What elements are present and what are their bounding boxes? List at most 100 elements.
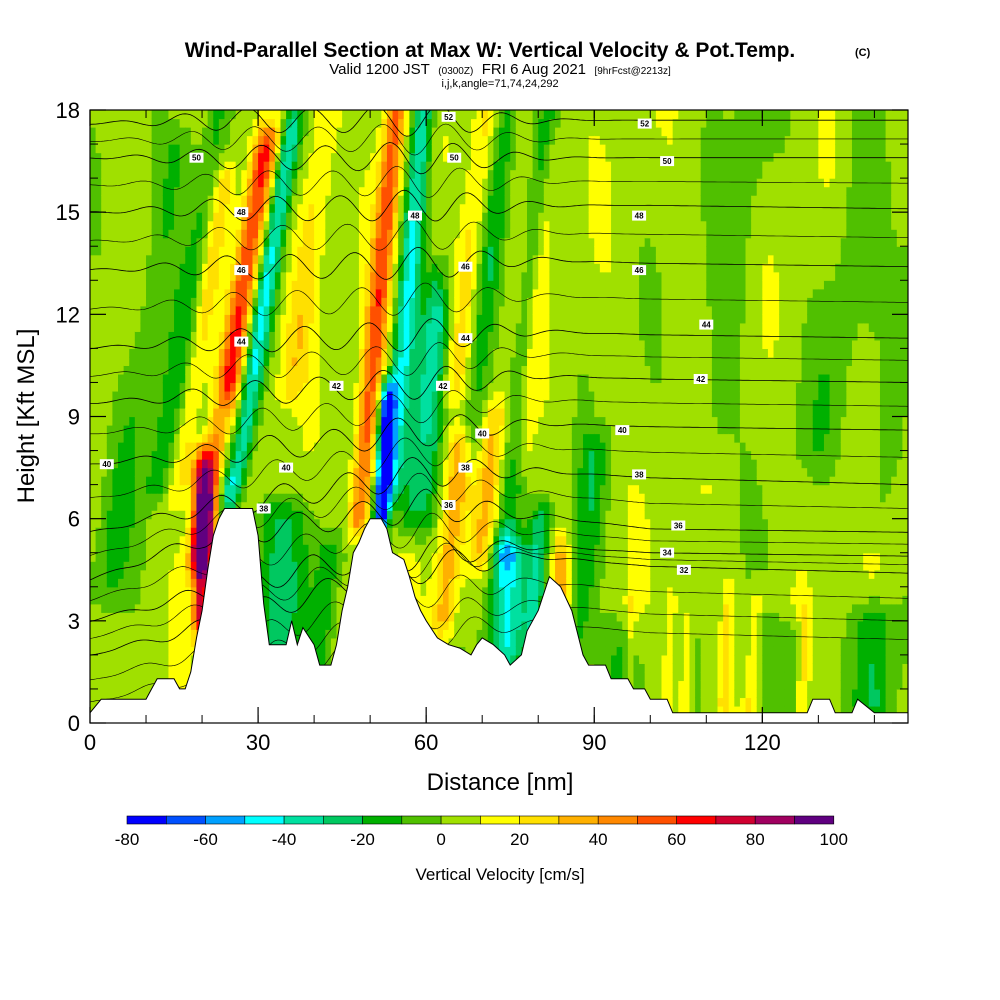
vv-cell <box>426 535 433 545</box>
vv-cell <box>224 152 231 162</box>
vv-cell <box>179 510 186 520</box>
vv-cell <box>168 382 175 392</box>
vv-cell <box>470 356 478 367</box>
vv-cell <box>157 288 164 298</box>
vv-cell <box>336 212 343 222</box>
vv-cell <box>347 195 354 205</box>
vv-cell <box>353 433 360 443</box>
vv-cell <box>101 654 108 664</box>
vv-cell <box>325 544 332 554</box>
vv-cell <box>448 484 455 494</box>
vv-cell <box>431 229 438 239</box>
vv-cell <box>185 382 192 392</box>
vv-cell <box>308 382 315 392</box>
vv-cell <box>213 407 220 418</box>
vv-cell <box>465 433 472 443</box>
vv-cell <box>403 450 410 460</box>
vv-cell <box>274 229 282 239</box>
vv-cell <box>134 510 142 520</box>
vv-cell <box>162 663 170 673</box>
vv-cell <box>140 212 147 222</box>
vv-cell <box>263 118 270 128</box>
vv-cell <box>90 339 97 349</box>
vv-cell <box>437 442 444 452</box>
vv-cell <box>414 348 422 358</box>
vv-cell <box>403 178 410 188</box>
vv-cell <box>224 493 231 503</box>
vv-cell <box>414 535 422 545</box>
vv-cell <box>106 288 114 298</box>
vv-cell <box>179 203 186 213</box>
vv-cell <box>151 407 158 418</box>
vv-cell <box>291 603 298 613</box>
vv-cell <box>342 322 349 332</box>
vv-cell <box>286 484 293 494</box>
vv-cell <box>106 399 114 409</box>
vv-cell <box>118 178 125 188</box>
vv-cell <box>403 382 410 392</box>
vv-cell <box>319 535 326 545</box>
vv-cell <box>314 152 321 162</box>
vv-cell <box>386 169 394 179</box>
vv-cell <box>314 552 321 562</box>
vv-cell <box>297 280 304 290</box>
vv-cell <box>420 135 427 145</box>
vv-cell <box>118 620 125 630</box>
vv-cell <box>174 501 181 511</box>
vv-cell <box>398 501 405 511</box>
vv-cell <box>151 135 158 145</box>
vv-cell <box>403 144 410 154</box>
vv-cell <box>330 178 338 188</box>
vv-cell <box>414 356 422 367</box>
vv-cell <box>90 561 97 571</box>
vv-cell <box>202 331 209 341</box>
vv-cell <box>442 178 450 188</box>
vv-cell <box>302 382 310 392</box>
vv-cell <box>437 263 444 273</box>
vv-cell <box>252 484 259 494</box>
vv-cell <box>95 671 102 682</box>
vv-cell <box>140 535 147 545</box>
vv-cell <box>465 271 472 281</box>
vv-cell <box>437 544 444 554</box>
vv-cell <box>95 135 102 145</box>
vv-cell <box>274 373 282 384</box>
vv-cell <box>308 416 315 426</box>
vv-cell <box>134 348 142 358</box>
vv-cell <box>291 220 298 230</box>
vv-cell <box>297 510 304 520</box>
vv-cell <box>465 322 472 332</box>
vv-cell <box>263 459 270 469</box>
vv-cell <box>347 348 354 358</box>
vv-cell <box>179 561 186 571</box>
vv-cell <box>398 493 405 503</box>
vv-cell <box>342 288 349 298</box>
vv-cell <box>241 356 248 367</box>
vv-cell <box>190 373 198 384</box>
vv-cell <box>207 518 214 528</box>
vv-cell <box>146 493 153 503</box>
vv-cell <box>274 161 282 171</box>
vv-cell <box>459 237 466 247</box>
vv-cell <box>330 297 338 307</box>
vv-cell <box>459 637 466 647</box>
vv-cell <box>90 569 97 579</box>
vv-cell <box>314 501 321 511</box>
vv-cell <box>112 552 119 562</box>
vv-cell <box>174 407 181 418</box>
vv-cell <box>448 569 455 579</box>
vv-cell <box>358 373 366 384</box>
vv-cell <box>381 399 388 409</box>
vv-cell <box>129 399 136 409</box>
vv-cell <box>431 510 438 520</box>
vv-cell <box>185 476 192 486</box>
vv-cell <box>442 552 450 562</box>
vv-cell <box>140 356 147 367</box>
vv-cell <box>347 501 354 511</box>
vv-cell <box>151 195 158 205</box>
vv-cell <box>174 663 181 673</box>
vv-cell <box>398 212 405 222</box>
vv-cell <box>140 416 147 426</box>
vv-cell <box>101 254 108 264</box>
vv-cell <box>235 135 242 145</box>
